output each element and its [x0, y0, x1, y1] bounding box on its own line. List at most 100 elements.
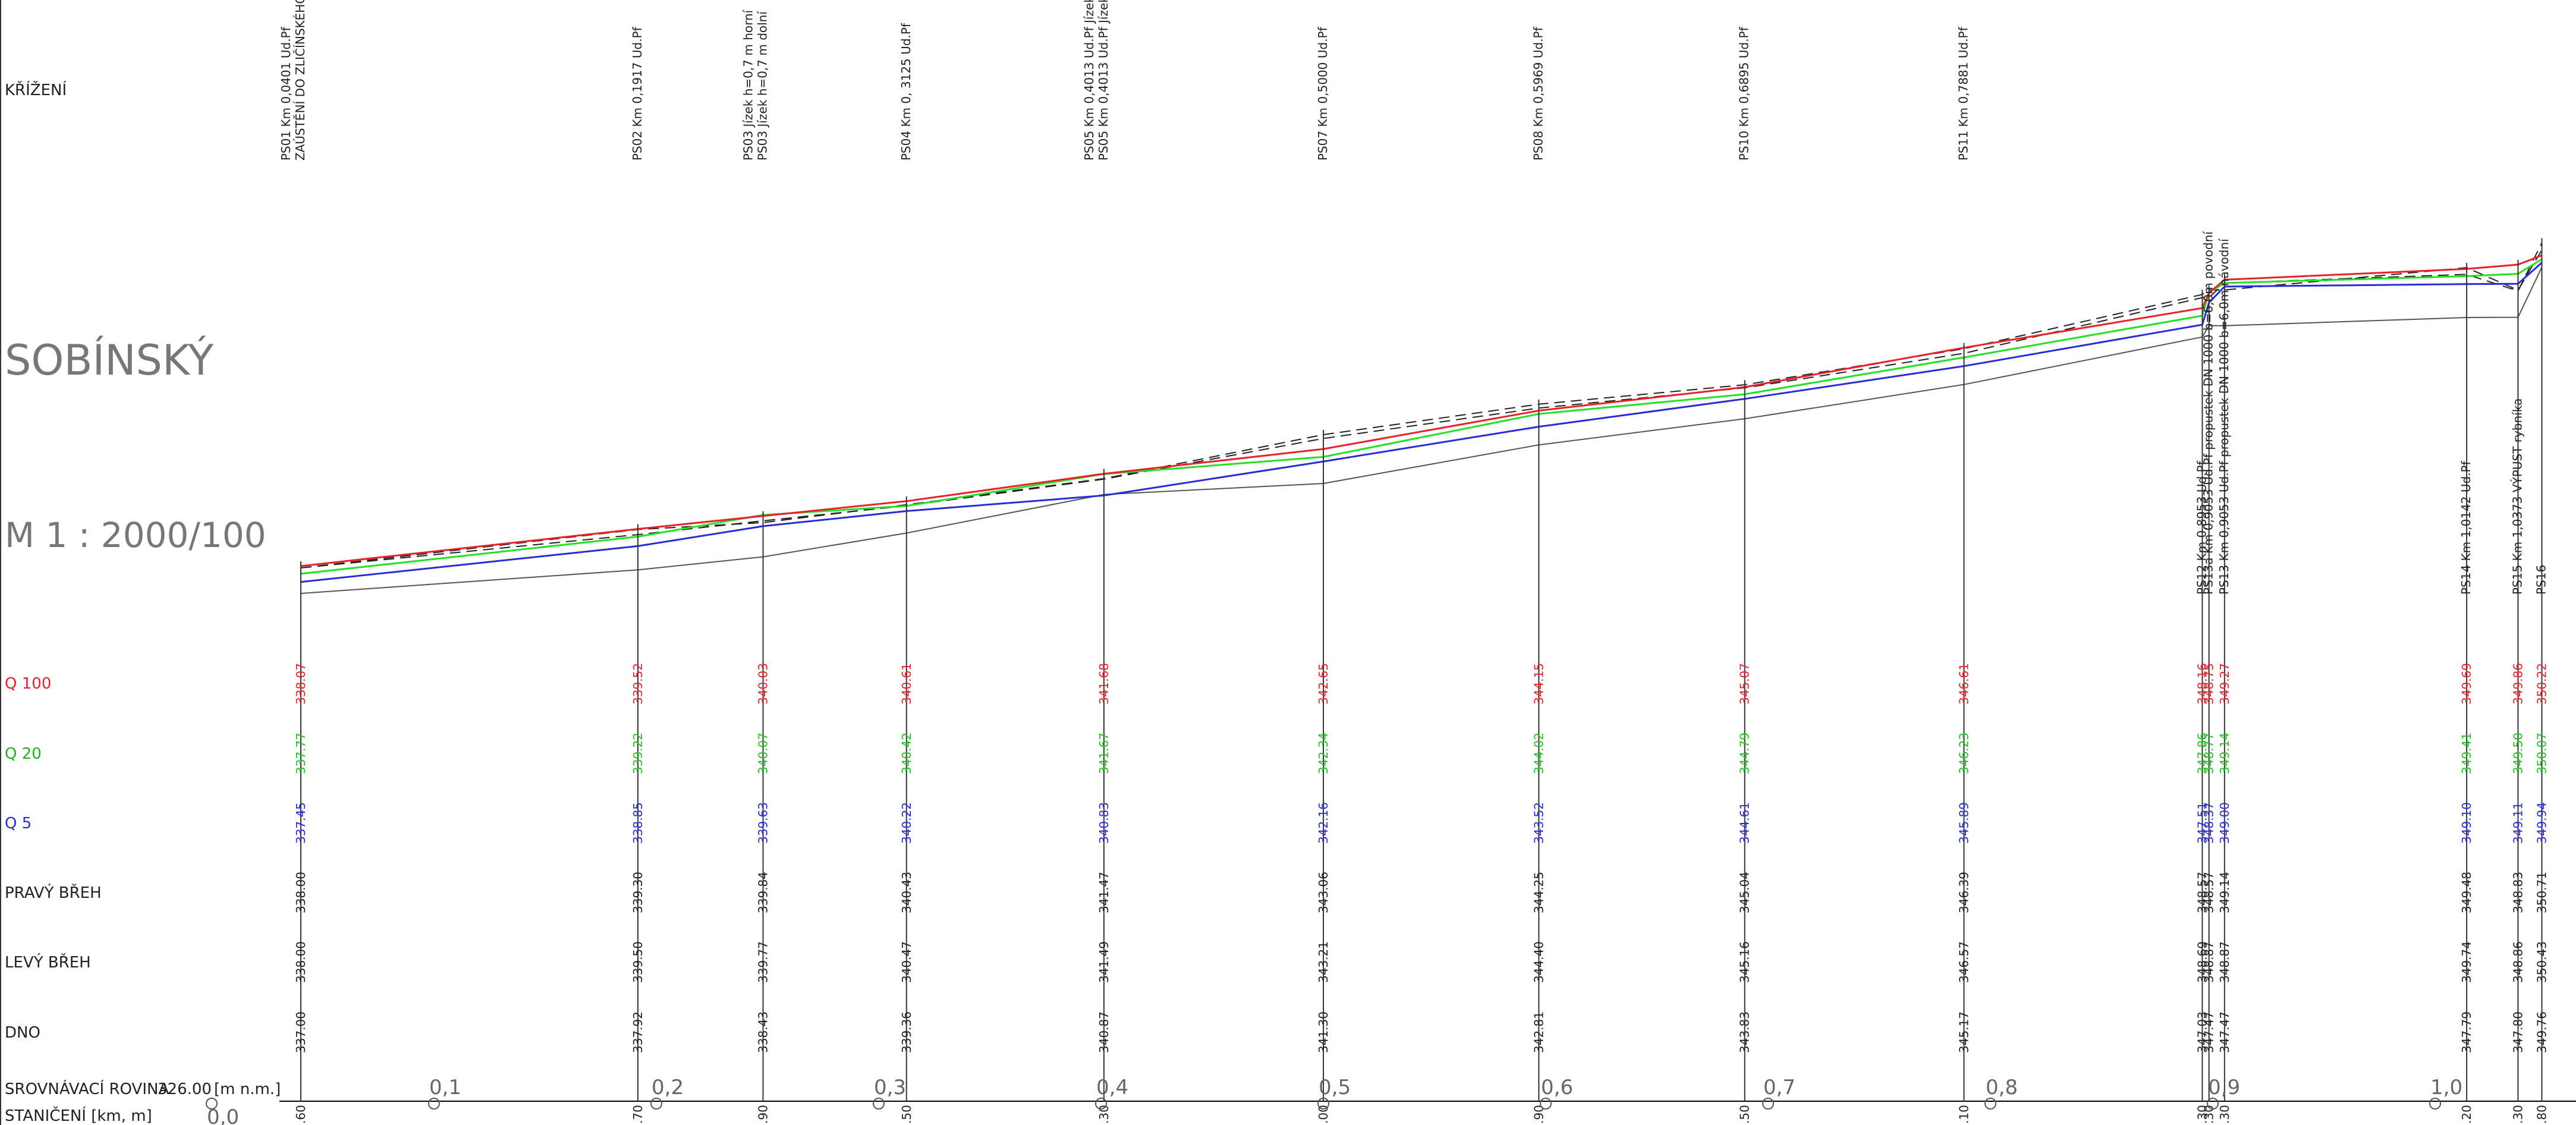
profile-label: PS13 Km 0,9053 Ud.Pf propustek DN 1000 b… [2217, 238, 2231, 595]
datum-row-label: SROVNÁVACÍ ROVINA [5, 1079, 169, 1098]
right-value: 348.83 [2511, 872, 2525, 913]
profile-label-secondary: PS03 Jízek h=0,7 m horní [741, 9, 756, 161]
bottom-value: 339.36 [899, 1011, 914, 1053]
right-value: 339.84 [756, 872, 770, 913]
left-value: 340.47 [899, 941, 914, 983]
chainage-value: .30 [2218, 1105, 2232, 1124]
left-value: 348.87 [2202, 941, 2216, 983]
left-value: 348.86 [2511, 941, 2525, 983]
q5-value: 347.51 [2195, 802, 2209, 844]
q5-value: 344.61 [1738, 802, 1752, 844]
km-tick-mark [2207, 1098, 2219, 1110]
q100-value: 345.07 [1738, 663, 1752, 705]
km-tick-label: 0,6 [1541, 1076, 1573, 1099]
q5-value: 339.63 [756, 802, 770, 844]
bottom-value: 347.47 [2218, 1011, 2232, 1053]
q100-value: 342.65 [1316, 663, 1331, 705]
profile-label: PS16 [2534, 565, 2549, 595]
chainage-value: .70 [631, 1105, 645, 1124]
profile-label: PS02 Km 0,1917 Ud.Pf [630, 26, 644, 161]
q100-value: 348.75 [2202, 663, 2216, 705]
q100-value: 349.27 [2218, 663, 2232, 705]
chainage-value: .10 [1957, 1105, 1971, 1124]
q100-value: 349.86 [2511, 663, 2525, 705]
left-value: 350.43 [2535, 941, 2549, 983]
chainage-value: .50 [899, 1105, 914, 1124]
q100-value: 348.16 [2195, 663, 2209, 705]
right-value: 340.43 [899, 872, 914, 913]
profile-label: PS13a Km 0,9053 Ud.Pf propustek DN 1000 … [2201, 231, 2216, 595]
q5-value: 338.85 [631, 802, 645, 844]
q5-value: 343.52 [1531, 802, 1546, 844]
chainage-value: .50 [1738, 1105, 1752, 1124]
q100-value: 338.07 [294, 663, 308, 705]
q5-value: 342.16 [1316, 802, 1331, 844]
right-value: 339.30 [631, 872, 645, 913]
chainage-value: .30 [2511, 1105, 2525, 1124]
profile-label: PS07 Km 0,5000 Ud.Pf [1316, 26, 1330, 161]
left-value: 346.57 [1957, 941, 1971, 983]
q5-value: 340.22 [899, 802, 914, 844]
left-value: 339.50 [631, 941, 645, 983]
profile-label: PS14 Km 1,0142 Ud.Pf [2459, 460, 2473, 595]
km-tick-mark [2429, 1098, 2441, 1110]
q100-value: 340.61 [899, 663, 914, 705]
bottom-value: 345.17 [1957, 1011, 1971, 1053]
left-value: 339.77 [756, 941, 770, 983]
km-tick-mark [1762, 1098, 1774, 1110]
bottom-value: 347.80 [2511, 1011, 2525, 1053]
right-value: 348.57 [2195, 872, 2209, 913]
q100-value: 344.15 [1531, 663, 1546, 705]
profile-label: PS10 Km 0,6895 Ud.Pf [1737, 26, 1751, 161]
chainage-value: .60 [294, 1105, 308, 1124]
bottom-value: 338.43 [756, 1011, 770, 1053]
profile-label: ZAÚSTĚNÍ DO ZLIČÍNSKÉHO P [293, 0, 307, 161]
q5-value: 345.89 [1957, 802, 1971, 844]
profile-label: PS05 Km 0,4013 Ud.Pf Jízek [1096, 0, 1111, 161]
q20-value: 346.23 [1957, 733, 1971, 774]
q100-value: 340.03 [756, 663, 770, 705]
right-value: 348.57 [2202, 872, 2216, 913]
chainage-value: .20 [2459, 1105, 2474, 1124]
scale-label: M 1 : 2000/100 [5, 515, 266, 555]
q20-value: 344.02 [1531, 733, 1546, 774]
bottom-value: 341.30 [1316, 1011, 1331, 1053]
left-value: 344.40 [1531, 941, 1546, 983]
bottom-value: 337.92 [631, 1011, 645, 1053]
q20-value: 341.67 [1097, 733, 1111, 774]
right-value: 343.06 [1316, 872, 1331, 913]
q20-value: 344.79 [1738, 733, 1752, 774]
q20-row-label: Q 20 [5, 745, 42, 763]
q5-value: 337.45 [294, 802, 308, 844]
q5-value: 349.11 [2511, 802, 2525, 844]
bottom-value: 343.83 [1738, 1011, 1752, 1053]
km-tick-label: 0,0 [207, 1105, 239, 1125]
left-value: 345.16 [1738, 941, 1752, 983]
profile-label: PS04 Km 0, 3125 Ud.Pf [899, 23, 913, 161]
right-value: 350.71 [2535, 872, 2549, 913]
profile-label: PS12 Km 0,8953 Ud.Pf [2194, 460, 2209, 595]
crossings-label: KŘÍŽENÍ [5, 80, 67, 99]
left-value: 341.49 [1097, 941, 1111, 983]
left-value: 348.87 [2218, 941, 2232, 983]
q5-value: 349.10 [2459, 802, 2474, 844]
chainage-row-label: STANIČENÍ [km, m] [5, 1106, 152, 1125]
profile-label: PS08 Km 0,5969 Ud.Pf [1531, 26, 1545, 161]
bottom-value: 347.47 [2202, 1011, 2216, 1053]
profile-label: PS15 Km 1,0373 VÝPUST rybníka [2511, 398, 2525, 595]
q100-value: 350.22 [2535, 663, 2549, 705]
q100-value: 341.68 [1097, 663, 1111, 705]
bottom-value: 342.81 [1531, 1011, 1546, 1053]
bottom-value: 347.03 [2195, 1011, 2209, 1053]
profile-label-secondary: PS05 Km 0,4013 Ud.Pf Jízek [1082, 0, 1096, 161]
km-tick-mark [1540, 1098, 1552, 1110]
q5-value: 348.37 [2202, 802, 2216, 844]
left-value: 338.00 [294, 941, 308, 983]
km-tick-mark [206, 1098, 218, 1110]
stream-title: SOBÍNSKÝ [5, 336, 213, 385]
km-tick-mark [873, 1098, 885, 1110]
right-value: 349.48 [2459, 872, 2474, 913]
right-value: 344.25 [1531, 872, 1546, 913]
km-tick-mark [650, 1098, 662, 1110]
q100-value: 339.52 [631, 663, 645, 705]
